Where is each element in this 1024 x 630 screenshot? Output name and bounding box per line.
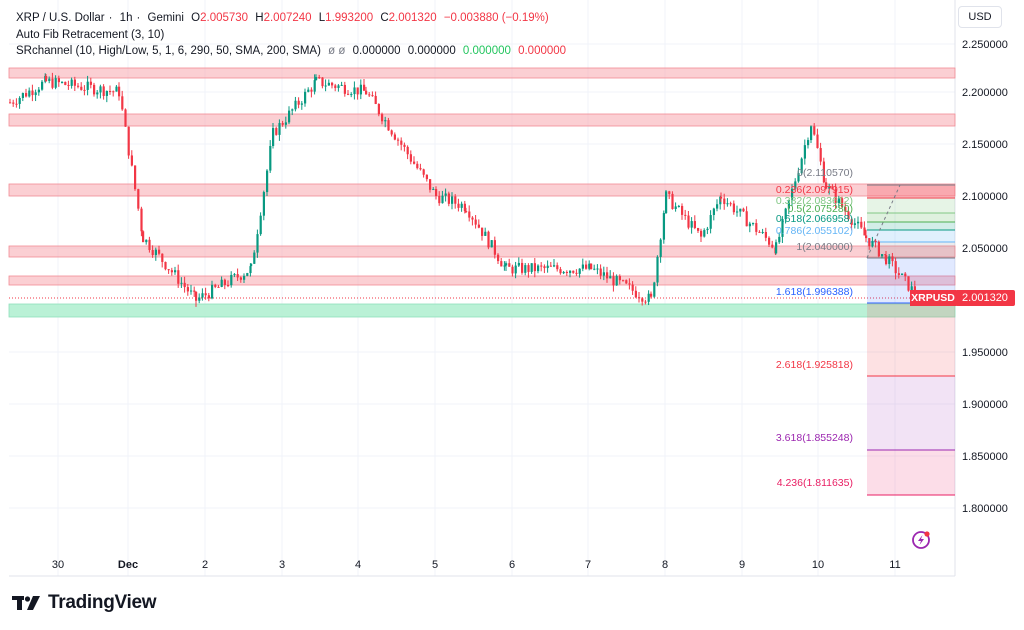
time-axis: 30 Dec 2 3 4 5 6 7 8 9 10 11 xyxy=(52,559,901,571)
svg-text:3.618(1.855248): 3.618(1.855248) xyxy=(776,432,853,444)
sr-channels xyxy=(8,67,956,318)
svg-text:1.800000: 1.800000 xyxy=(962,503,1008,515)
support-band xyxy=(8,303,956,318)
change-value: −0.003880 (−0.19%) xyxy=(443,12,549,24)
interval: 1h xyxy=(119,12,133,24)
svg-text:11: 11 xyxy=(889,559,900,571)
svg-text:1.850000: 1.850000 xyxy=(962,451,1008,463)
last-price-label: 2.001320 xyxy=(955,290,1015,306)
brand-name: TradingView xyxy=(48,592,157,613)
indicator-sr-label: SRchannel (10, High/Low, 5, 1, 6, 290, 5… xyxy=(16,45,321,57)
svg-text:2.250000: 2.250000 xyxy=(962,39,1008,51)
sr-band-3 xyxy=(8,183,956,197)
svg-text:10: 10 xyxy=(812,559,824,571)
svg-text:2: 2 xyxy=(202,559,208,571)
symbol-price-tag: XRPUSD xyxy=(910,290,956,306)
svg-text:4.236(1.811635): 4.236(1.811635) xyxy=(777,477,853,489)
svg-text:1(2.040000): 1(2.040000) xyxy=(796,241,853,253)
symbol-title: XRP / U.S. Dollar xyxy=(16,12,105,24)
svg-text:2.150000: 2.150000 xyxy=(962,139,1008,151)
sr-band-2 xyxy=(8,113,956,127)
svg-text:2.050000: 2.050000 xyxy=(962,243,1008,255)
svg-text:8: 8 xyxy=(662,559,668,571)
fib-labels: 0(2.110570) 0.236(2.097915) 0.382(2.0836… xyxy=(776,167,853,489)
low-value: 1.993200 xyxy=(325,12,374,24)
svg-text:1.900000: 1.900000 xyxy=(962,399,1008,411)
svg-text:1.950000: 1.950000 xyxy=(962,347,1008,359)
candles xyxy=(9,72,920,307)
sr-band-1 xyxy=(8,67,956,79)
open-value: 2.005730 xyxy=(200,12,249,24)
currency-selector[interactable]: USD xyxy=(958,6,1002,28)
svg-text:0.236(2.097915): 0.236(2.097915) xyxy=(776,184,853,196)
high-value: 2.007240 xyxy=(263,12,312,24)
svg-text:0.5(2.075280): 0.5(2.075280) xyxy=(788,203,853,215)
svg-text:0(2.110570): 0(2.110570) xyxy=(797,167,853,179)
svg-text:2.100000: 2.100000 xyxy=(962,191,1008,203)
svg-text:0.618(2.066958): 0.618(2.066958) xyxy=(776,213,853,225)
svg-text:30: 30 xyxy=(52,559,64,571)
tradingview-logo-icon xyxy=(12,596,40,610)
svg-text:9: 9 xyxy=(739,559,745,571)
svg-text:5: 5 xyxy=(432,559,438,571)
indicator-fib-label: Auto Fib Retracement (3, 10) xyxy=(16,28,165,41)
svg-text:2.618(1.925818): 2.618(1.925818) xyxy=(776,359,853,371)
indicator-fib[interactable]: Auto Fib Retracement (3, 10) xyxy=(16,27,570,44)
svg-text:0.382(2.083612): 0.382(2.083612) xyxy=(776,195,853,207)
svg-text:6: 6 xyxy=(509,559,515,571)
indicator-srchannel[interactable]: SRchannel (10, High/Low, 5, 1, 6, 290, 5… xyxy=(16,45,567,57)
svg-text:7: 7 xyxy=(585,559,591,571)
svg-text:Dec: Dec xyxy=(118,559,138,571)
svg-text:0.786(2.055102): 0.786(2.055102) xyxy=(776,225,853,237)
price-axis: 2.250000 2.200000 2.150000 2.100000 2.05… xyxy=(962,39,1008,515)
sr-band-4 xyxy=(8,245,956,258)
chart-legend: XRP / U.S. Dollar · 1h · Gemini O2.005730 … xyxy=(16,10,570,60)
symbol-row[interactable]: XRP / U.S. Dollar · 1h · Gemini O2.005730 … xyxy=(16,12,549,24)
exchange: Gemini xyxy=(147,12,184,24)
svg-text:2.200000: 2.200000 xyxy=(962,87,1008,99)
tradingview-brand[interactable]: TradingView xyxy=(12,592,157,614)
close-value: 2.001320 xyxy=(388,12,437,24)
fib-zones xyxy=(866,184,955,496)
svg-text:3: 3 xyxy=(279,559,285,571)
lightning-alert-icon[interactable] xyxy=(912,531,930,549)
sr-band-5 xyxy=(8,275,956,286)
svg-text:1.618(1.996388): 1.618(1.996388) xyxy=(776,286,853,298)
svg-text:4: 4 xyxy=(355,559,361,571)
